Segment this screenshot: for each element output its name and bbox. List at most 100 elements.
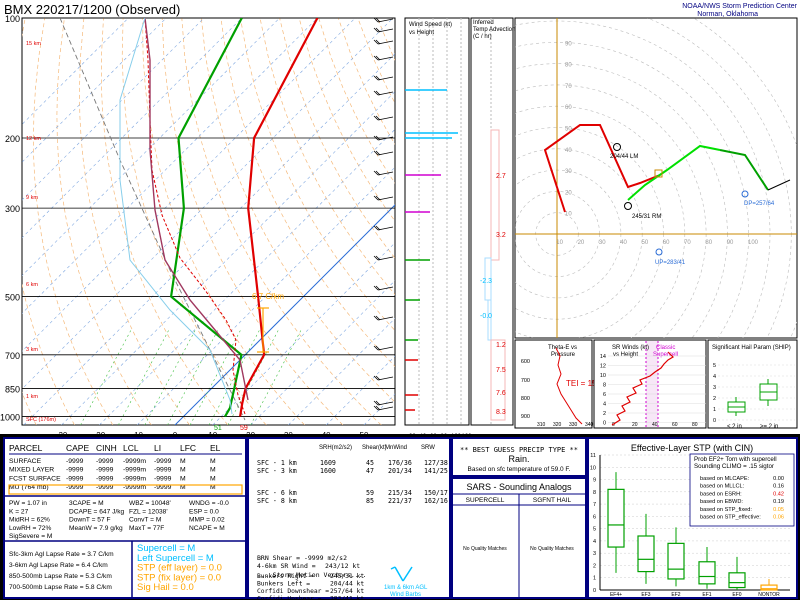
hodo-dp-label: DP=257/64 xyxy=(744,201,775,207)
vector-label: Bunkers Right = xyxy=(257,573,314,580)
theta-xtick: 340 xyxy=(585,422,594,428)
srw-xtick: 20 xyxy=(632,422,638,428)
kin-cell: 59 xyxy=(366,489,374,497)
stp-box xyxy=(667,542,685,580)
height-label: 12 km xyxy=(26,136,41,142)
ship-ytick: 4 xyxy=(713,374,716,380)
wind-barb xyxy=(377,196,394,201)
supercell-param: STP (fix layer) = 0.0 xyxy=(137,572,221,583)
advection-value: -0.0 xyxy=(480,313,492,320)
srw-ytick: 8 xyxy=(603,383,606,389)
kin-cell: SFC - 3 km xyxy=(257,467,297,475)
lapse-rate: Sfc-3km Agl Lapse Rate = 3.7 C/km xyxy=(9,551,114,558)
kinematics-panel: SRH(m2/s2) Shear(kt)MnWind SRW SFC - 1 km 16… xyxy=(247,437,451,603)
inferred-sub2: (C / hr) xyxy=(473,34,492,40)
mu-highlight xyxy=(8,484,243,495)
stp-ytick: 7 xyxy=(593,502,596,508)
parcel-header: LCL xyxy=(123,443,139,453)
theta-tei: TEI = 15 xyxy=(566,379,597,388)
wind-barb xyxy=(377,151,394,156)
advection-bar xyxy=(490,339,506,421)
wind-barb xyxy=(377,91,394,96)
parcel-stat: DownT = 57 F xyxy=(69,517,110,524)
parcel-cell: -9999 xyxy=(154,484,172,491)
advection-value: 1.2 xyxy=(496,342,506,349)
stp-ytick: 2 xyxy=(593,563,596,569)
surface-dewpoint-label: 51 xyxy=(214,425,222,432)
sars-none1: No Quality Matches xyxy=(463,546,507,552)
kin-cell: 162/16 xyxy=(424,497,448,505)
windbarb-label2: Wind Barbs xyxy=(390,592,421,598)
parcel-stat: WNDG = -0.0 xyxy=(189,500,229,507)
sr-winds-panel: SR Winds (kt) vs Height Classic Supercel… xyxy=(593,339,707,429)
hodo-xtick: 50 xyxy=(642,240,649,246)
stp-box xyxy=(728,572,746,589)
srw-label2: Supercell xyxy=(653,352,678,358)
stp-ytick: 1 xyxy=(593,576,596,582)
stp-panel: Effective-Layer STP (with CIN) 111098765… xyxy=(587,437,798,599)
stp-box xyxy=(607,488,625,548)
wind46: 4-6km SR Wind = xyxy=(257,562,316,570)
parcel-header: LI xyxy=(154,443,161,453)
kin-cell: 215/34 xyxy=(388,489,412,497)
stp-line-value: 0.19 xyxy=(773,499,784,505)
kin-header: Shear(kt) xyxy=(362,445,387,451)
parcel-cell: MU (764 mb) xyxy=(9,484,49,491)
parcel-cell: MIXED LAYER xyxy=(9,467,54,474)
brn: BRN Shear = -9999 m2/s2 xyxy=(257,554,347,562)
parcel-cell: -9999 xyxy=(154,475,172,482)
parcel-cell: M xyxy=(210,458,216,465)
pressure-label: 300 xyxy=(5,204,20,214)
hodo-ytick: 50 xyxy=(565,127,572,133)
kin-cell: SFC - 1 km xyxy=(257,459,297,467)
stp-line-label: based on ESRH: xyxy=(700,491,742,497)
advection-value: -2.3 xyxy=(480,278,492,285)
storm-vectors: Bunkers Right = 245/31 kt Bunkers Left = 20… xyxy=(257,573,364,603)
stp-category: EF1 xyxy=(702,592,711,598)
advection-value: 3.2 xyxy=(496,232,506,239)
parcel-cell: -9999m xyxy=(123,484,146,491)
stp-ytick: 0 xyxy=(593,588,596,594)
stp-legend xyxy=(689,453,795,527)
parcel-frame xyxy=(3,437,247,599)
height-label: 9 km xyxy=(26,195,38,201)
parcel-cell: FCST SURFACE xyxy=(9,475,61,482)
kin-cell: 127/38 xyxy=(424,459,448,467)
srw-sub: vs Height xyxy=(613,352,638,358)
parcel-cell: -9999 xyxy=(66,484,84,491)
stp-ytick: 10 xyxy=(590,465,596,471)
hodo-ytick: 80 xyxy=(565,63,572,69)
hodo-ytick: 30 xyxy=(565,169,572,175)
kin-cell: 141/25 xyxy=(424,467,448,475)
parcel-stat: DCAPE = 647 J/kg xyxy=(69,508,124,515)
parcel-stat: K = 27 xyxy=(9,508,29,515)
hodo-trace-high xyxy=(719,149,769,191)
wind-speed-title: Wind Speed (kt) xyxy=(409,22,452,28)
srw-xtick: 60 xyxy=(672,422,678,428)
parcel-cell: M xyxy=(180,467,186,474)
advection-value: 2.7 xyxy=(496,173,506,180)
lapse-rate: 850-500mb Lapse Rate = 5.3 C/km xyxy=(9,573,112,580)
inferred-sub: Temp Advection xyxy=(473,27,515,33)
hodograph-labels: 90 80 70 60 50 40 30 20 10 10 20 30 40 50 60 70 80 90 100 2… xyxy=(543,41,791,266)
wind-speed-bars xyxy=(405,89,458,411)
height-label: 15 km xyxy=(26,41,41,47)
ship-panel: Significant Hail Param (SHIP) 5 4 3 2 1 0 < 2… xyxy=(707,339,798,430)
parcel-cell: -9999m xyxy=(123,458,146,465)
wind-barb xyxy=(377,406,394,411)
hodo-xtick: 20 xyxy=(578,240,585,246)
kinematics-frame xyxy=(247,437,451,599)
stp-box xyxy=(637,535,655,573)
wind-barb xyxy=(377,76,394,81)
temp-advection-frame xyxy=(470,17,514,426)
pressure-label: 100 xyxy=(5,14,20,24)
skewt-frame xyxy=(21,17,396,426)
height-label: 3 km xyxy=(26,347,38,353)
kin-cell: 1609 xyxy=(320,459,336,467)
theta-xtick: 310 xyxy=(537,422,546,428)
parcel-stat: WBZ = 10048' xyxy=(129,500,171,507)
sars-panel: SARS - Sounding Analogs SUPERCELL SGFNT … xyxy=(451,477,587,599)
